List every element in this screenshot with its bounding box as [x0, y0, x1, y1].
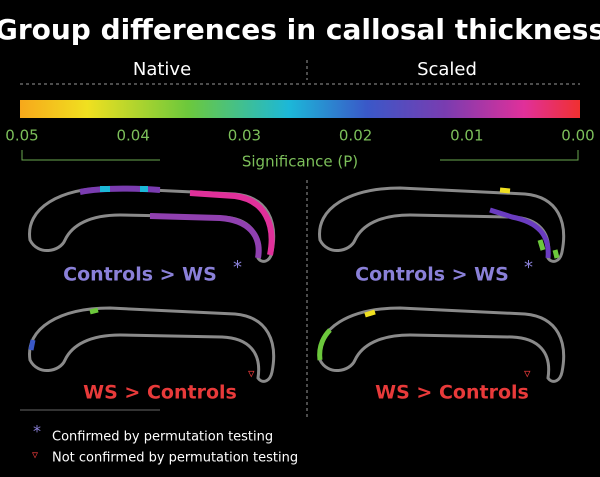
callosum	[318, 186, 566, 263]
callosum	[317, 306, 566, 383]
panel-symbol: ▿	[248, 367, 255, 382]
legend-text: Confirmed by permutation testing	[52, 430, 273, 445]
callosum	[28, 306, 276, 383]
panel-symbol: *	[233, 257, 242, 278]
panel-label: WS > Controls	[375, 382, 529, 404]
panel-symbol: *	[524, 257, 533, 278]
legend-symbol: ▿	[32, 448, 38, 462]
panel-label: Controls > WS	[355, 264, 509, 286]
colorbar-tick-label: 0.03	[228, 127, 261, 145]
colorbar-tick-label: 0.00	[561, 127, 594, 145]
panel-label: Controls > WS	[63, 264, 217, 286]
panel-symbol: ▿	[524, 367, 531, 382]
colorbar-label: Significance (P)	[242, 153, 358, 171]
colorbar-tick-label: 0.04	[116, 127, 149, 145]
bracket	[21, 150, 579, 161]
title: Group differences in callosal thickness	[0, 13, 600, 46]
colorbar-tick-label: 0.05	[5, 127, 38, 145]
legend-symbol: *	[33, 422, 41, 441]
panel-label: WS > Controls	[83, 382, 237, 404]
column-heading: Scaled	[417, 59, 477, 80]
legend-text: Not confirmed by permutation testing	[52, 451, 298, 466]
callosum	[28, 185, 276, 263]
column-heading: Native	[133, 59, 191, 80]
colorbar-tick-label: 0.02	[339, 127, 372, 145]
colorbar-tick-label: 0.01	[450, 127, 483, 145]
colorbar	[20, 100, 580, 118]
